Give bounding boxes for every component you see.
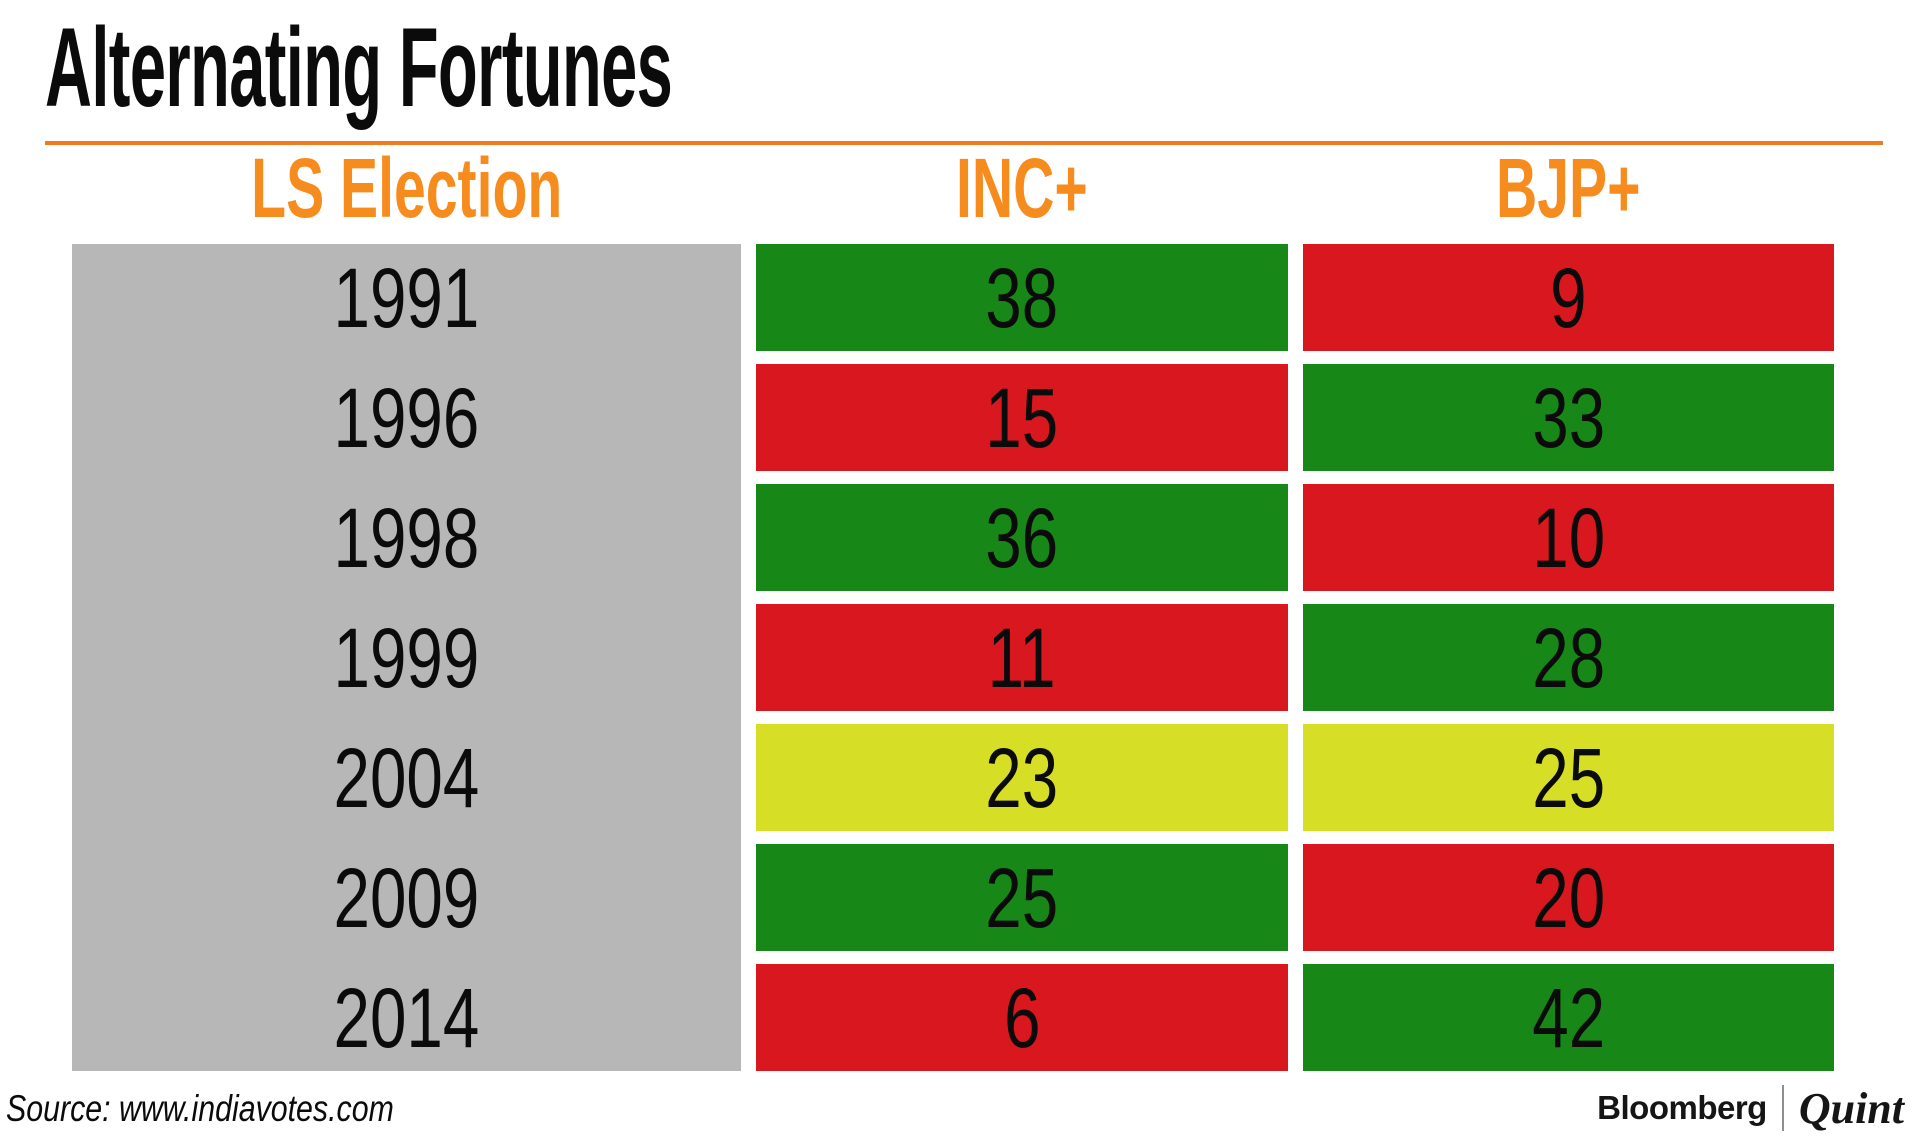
inc-value-cell: 6 [756,964,1288,1071]
year-cell: 1999 [333,610,480,705]
brand-logo: Bloomberg Quint [1597,1083,1904,1134]
inc-value-cell: 11 [756,604,1288,711]
bjp-value-cell: 9 [1303,244,1834,351]
results-grid: 1991 38 9 1996 15 33 1998 36 10 1999 11 … [72,244,1834,1071]
year-cell: 2009 [333,850,480,945]
year-cell: 2004 [333,730,480,825]
column-header-bjp: BJP+ [1496,141,1641,235]
inc-value-cell: 36 [756,484,1288,591]
year-cell: 1998 [333,490,480,585]
bjp-value-cell: 42 [1303,964,1834,1071]
page-title: Alternating Fortunes [45,5,1126,130]
inc-value-cell: 15 [756,364,1288,471]
column-header-ls-election: LS Election [250,141,563,235]
column-header-inc: INC+ [956,141,1088,235]
quint-logo: Quint [1798,1083,1904,1133]
year-cell: 1991 [333,250,480,345]
bjp-value-cell: 20 [1303,844,1834,951]
footer: Source: www.indiavotes.com Bloomberg Qui… [0,1080,1920,1136]
column-headers: LS Election INC+ BJP+ [72,146,1834,230]
results-table: 1991 38 9 1996 15 33 1998 36 10 1999 11 … [72,244,1834,1071]
bjp-value-cell: 25 [1303,724,1834,831]
inc-value-cell: 38 [756,244,1288,351]
year-cell: 1996 [333,370,480,465]
bloomberg-logo: Bloomberg [1597,1089,1767,1126]
bjp-value-cell: 28 [1303,604,1834,711]
year-cell: 2014 [333,970,480,1065]
bjp-value-cell: 33 [1303,364,1834,471]
source-text: Source: www.indiavotes.com [6,1087,394,1129]
brand-divider [1781,1085,1784,1131]
year-column-background [72,244,741,1071]
bjp-value-cell: 10 [1303,484,1834,591]
inc-value-cell: 25 [756,844,1288,951]
inc-value-cell: 23 [756,724,1288,831]
page-title-text: Alternating Fortunes [45,5,673,130]
title-divider [45,141,1883,145]
